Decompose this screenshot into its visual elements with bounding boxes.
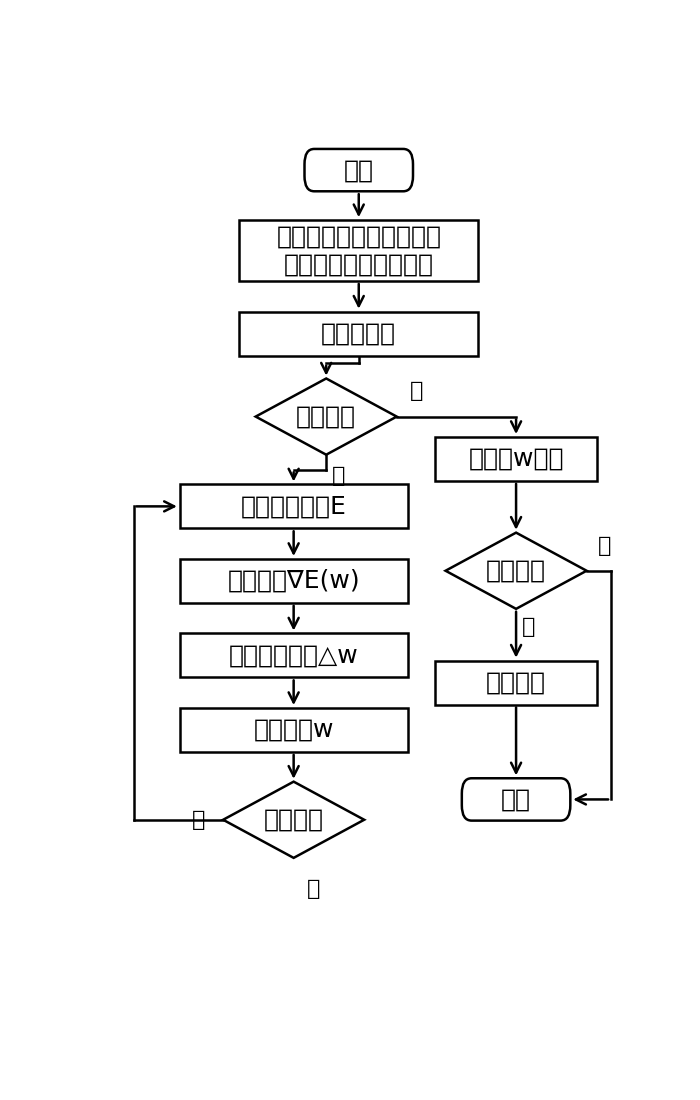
Text: 是: 是	[307, 879, 321, 899]
Text: 是否收敛: 是否收敛	[264, 807, 323, 832]
FancyBboxPatch shape	[304, 148, 413, 191]
Text: 是: 是	[522, 617, 535, 638]
Text: 是否预测: 是否预测	[486, 559, 546, 583]
Bar	[180, 634, 407, 678]
Polygon shape	[223, 782, 364, 858]
Bar	[180, 484, 407, 528]
Bar	[239, 220, 478, 282]
Bar	[180, 708, 407, 752]
Text: 否: 否	[192, 810, 205, 829]
FancyBboxPatch shape	[462, 779, 570, 821]
Text: 否: 否	[598, 536, 611, 556]
Polygon shape	[256, 378, 397, 454]
Text: 否: 否	[410, 382, 424, 402]
Text: 给权值w赋值: 给权值w赋值	[468, 447, 564, 471]
Text: 计算权值增量△w: 计算权值增量△w	[229, 644, 358, 668]
Text: 更新权值w: 更新权值w	[253, 718, 334, 743]
Text: 进行预测: 进行预测	[486, 671, 546, 694]
Bar	[239, 311, 478, 355]
Text: 采集各监测点处及其覆盖
范围内各处的原始数据: 采集各监测点处及其覆盖 范围内各处的原始数据	[276, 224, 441, 276]
Text: 参数预处理: 参数预处理	[321, 321, 396, 345]
Bar	[435, 660, 597, 705]
Text: 是: 是	[332, 466, 345, 486]
Text: 开始: 开始	[344, 158, 374, 183]
Text: 计算误差函数E: 计算误差函数E	[241, 494, 346, 518]
Text: 是否学习: 是否学习	[296, 405, 356, 429]
Bar	[180, 559, 407, 603]
Text: 结束: 结束	[501, 788, 531, 812]
Text: 计算梯度∇E(w): 计算梯度∇E(w)	[228, 569, 360, 593]
Bar	[435, 437, 597, 481]
Polygon shape	[446, 532, 587, 609]
